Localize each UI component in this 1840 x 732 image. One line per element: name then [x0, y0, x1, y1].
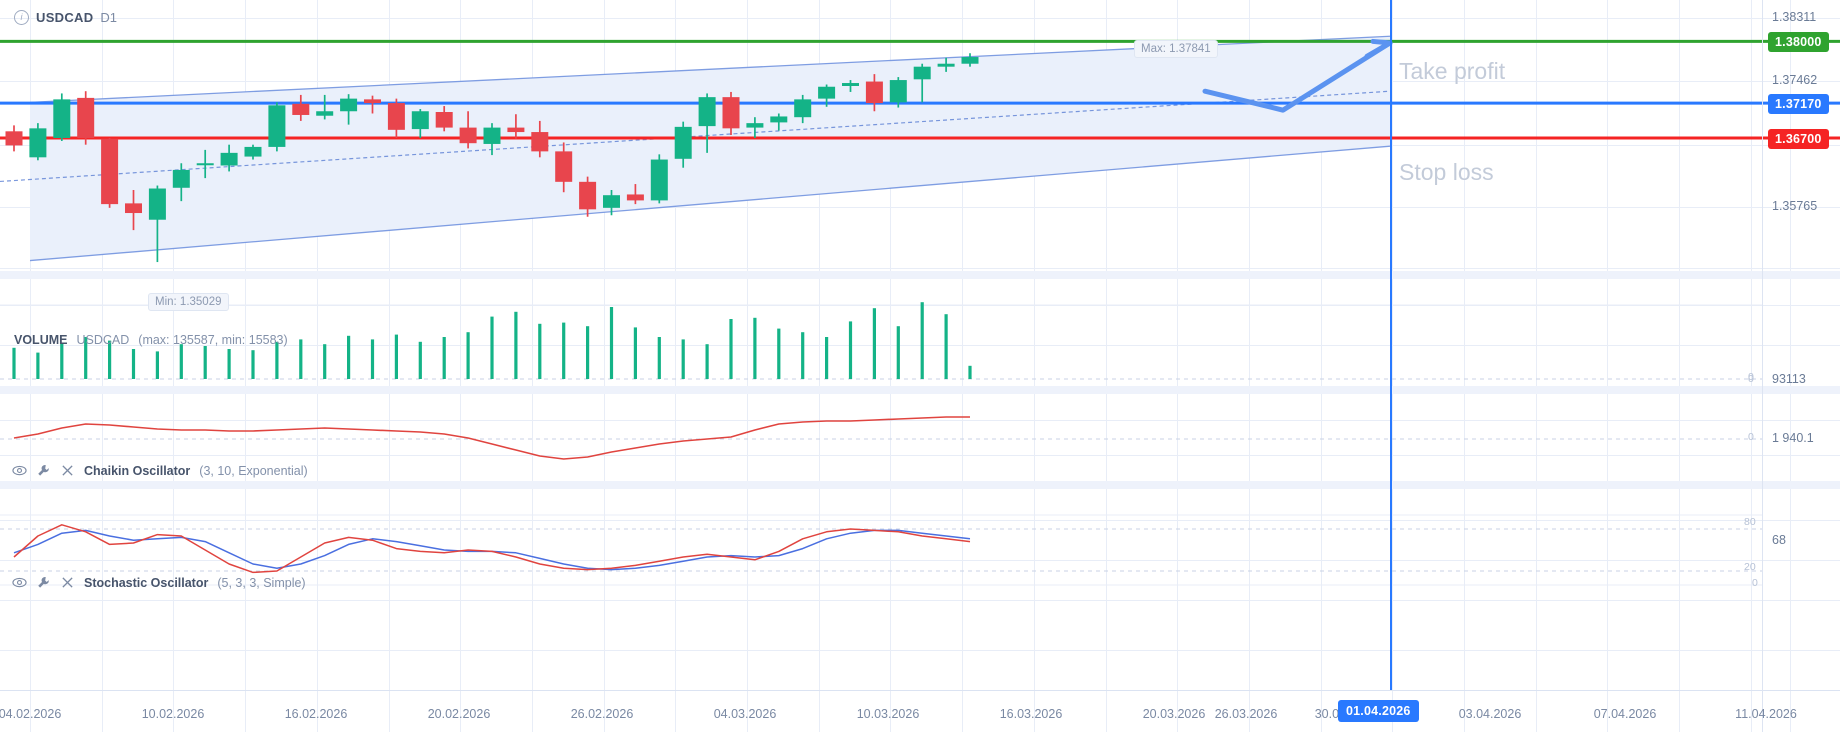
take-profit-label: Take profit: [1399, 58, 1506, 84]
gridline-horizontal: [0, 81, 1840, 82]
info-icon[interactable]: i: [14, 10, 29, 25]
volume-zero-label: 0: [1748, 371, 1754, 383]
crosshair-date-badge[interactable]: 01.04.2026: [1338, 700, 1419, 722]
volume-zero-label: 0: [1748, 373, 1754, 385]
gridline-vertical: [389, 0, 390, 732]
stochastic-20-label: 20: [1744, 561, 1756, 573]
panel-separator-stochastic: [0, 481, 1840, 489]
gridline-vertical: [1392, 0, 1393, 732]
chaikin-params: (3, 10, Exponential): [199, 463, 308, 478]
time-axis-label: 26.02.2026: [570, 707, 634, 721]
price-axis-label: 1.35765: [1772, 199, 1818, 214]
gridline-vertical: [890, 0, 891, 732]
time-axis-label: 04.03.2026: [713, 707, 777, 721]
gridline-vertical: [1249, 0, 1250, 732]
gridline-vertical: [675, 0, 676, 732]
stochastic-axis-value: 68: [1772, 533, 1786, 547]
gridline-vertical: [173, 0, 174, 732]
gridline-horizontal: [0, 305, 1840, 306]
gridline-vertical: [604, 0, 605, 732]
gridline-vertical: [1464, 0, 1465, 732]
stochastic-params: (5, 3, 3, Simple): [217, 575, 306, 590]
time-axis-label: 04.02.2026: [0, 707, 62, 721]
gridline-vertical: [30, 0, 31, 732]
gridline-vertical: [1607, 0, 1608, 732]
gridline-horizontal: [0, 560, 1840, 561]
chaikin-title-row: Chaikin Oscillator (3, 10, Exponential): [12, 463, 308, 478]
time-axis-label: 20.03.2026: [1142, 707, 1206, 721]
gridline-vertical: [1177, 0, 1178, 732]
gridline-horizontal: [0, 145, 1840, 146]
gridline-vertical: [317, 0, 318, 732]
volume-axis-label: 93113: [1772, 372, 1806, 386]
panel-separator-volume: [0, 271, 1840, 279]
gridline-horizontal: [0, 520, 1840, 521]
take-profit-price[interactable]: 1.38000: [1768, 32, 1829, 53]
price-chart-canvas: [0, 35, 1840, 263]
price-axis-label: 1.38311: [1772, 10, 1817, 25]
volume-params: (max: 135587, min: 15583): [138, 333, 288, 347]
gridline-vertical: [1034, 0, 1035, 732]
close-icon[interactable]: [60, 463, 75, 478]
current-price[interactable]: 1.37170: [1768, 94, 1829, 115]
gridline-vertical: [819, 0, 820, 732]
panel-separator-chaikin: [0, 386, 1840, 394]
close-icon[interactable]: [60, 575, 75, 590]
time-axis-label: 26.03.2026: [1214, 707, 1278, 721]
gridline-vertical: [747, 0, 748, 732]
eye-icon[interactable]: [12, 575, 27, 590]
max-price-tag: Max: 1.37841: [1134, 40, 1218, 58]
gridline-horizontal: [0, 600, 1840, 601]
time-axis-label: 16.03.2026: [999, 707, 1063, 721]
time-axis-label: 10.03.2026: [856, 707, 920, 721]
gridline-vertical: [962, 0, 963, 732]
volume-title: VOLUME: [14, 333, 68, 347]
gridline-vertical: [460, 0, 461, 732]
price-axis-label: 1.37462: [1772, 73, 1818, 88]
eye-icon[interactable]: [12, 463, 27, 478]
time-axis-label: 11.04.2026: [1735, 707, 1797, 721]
price-axis-separator: [1762, 0, 1763, 732]
gridline-vertical: [102, 0, 103, 732]
timeframe-label: D1: [100, 10, 118, 25]
stop-loss-price[interactable]: 1.36700: [1768, 129, 1829, 149]
volume-title-row: VOLUME USDCAD (max: 135587, min: 15583): [14, 333, 288, 347]
gridline-vertical: [1536, 0, 1537, 732]
stochastic-title-row: Stochastic Oscillator (5, 3, 3, Simple): [12, 575, 306, 590]
gridline-vertical: [1751, 0, 1752, 732]
chaikin-zero-label: 0: [1748, 431, 1754, 443]
gridline-horizontal: [0, 650, 1840, 651]
time-axis-label: 10.02.2026: [141, 707, 205, 721]
time-axis-label: 20.02.2026: [427, 707, 491, 721]
gridline-horizontal: [0, 455, 1840, 456]
gridline-vertical: [1790, 0, 1791, 732]
stochastic-0-label: 0: [1752, 577, 1758, 589]
wrench-icon[interactable]: [36, 575, 51, 590]
stop-loss-label: Stop loss: [1399, 159, 1494, 185]
stochastic-name: Stochastic Oscillator: [84, 575, 209, 590]
symbol-label: USDCAD: [36, 10, 94, 25]
volume-symbol: USDCAD: [76, 333, 130, 347]
chart-header: i USDCAD D1: [14, 10, 117, 25]
time-axis-label: 03.04.2026: [1458, 707, 1522, 721]
time-axis-label: 07.04.2026: [1593, 707, 1657, 721]
gridline-vertical: [245, 0, 246, 732]
gridline-horizontal: [0, 268, 1840, 269]
gridline-horizontal: [0, 420, 1840, 421]
time-axis-label: 16.02.2026: [284, 707, 348, 721]
gridline-vertical: [1321, 0, 1322, 732]
gridline-vertical: [1106, 0, 1107, 732]
gridline-horizontal: [0, 18, 1840, 19]
time-axis-separator: [0, 690, 1840, 691]
gridline-vertical: [1679, 0, 1680, 732]
wrench-icon[interactable]: [36, 463, 51, 478]
gridline-vertical: [532, 0, 533, 732]
gridline-horizontal: [0, 207, 1840, 208]
min-price-tag: Min: 1.35029: [148, 293, 229, 311]
chaikin-name: Chaikin Oscillator: [84, 463, 191, 478]
stochastic-80-label: 80: [1744, 516, 1756, 528]
crosshair-vertical-line: [1390, 0, 1392, 690]
chaikin-axis-value: 1 940.1: [1772, 431, 1814, 445]
gridline-horizontal: [0, 345, 1840, 346]
